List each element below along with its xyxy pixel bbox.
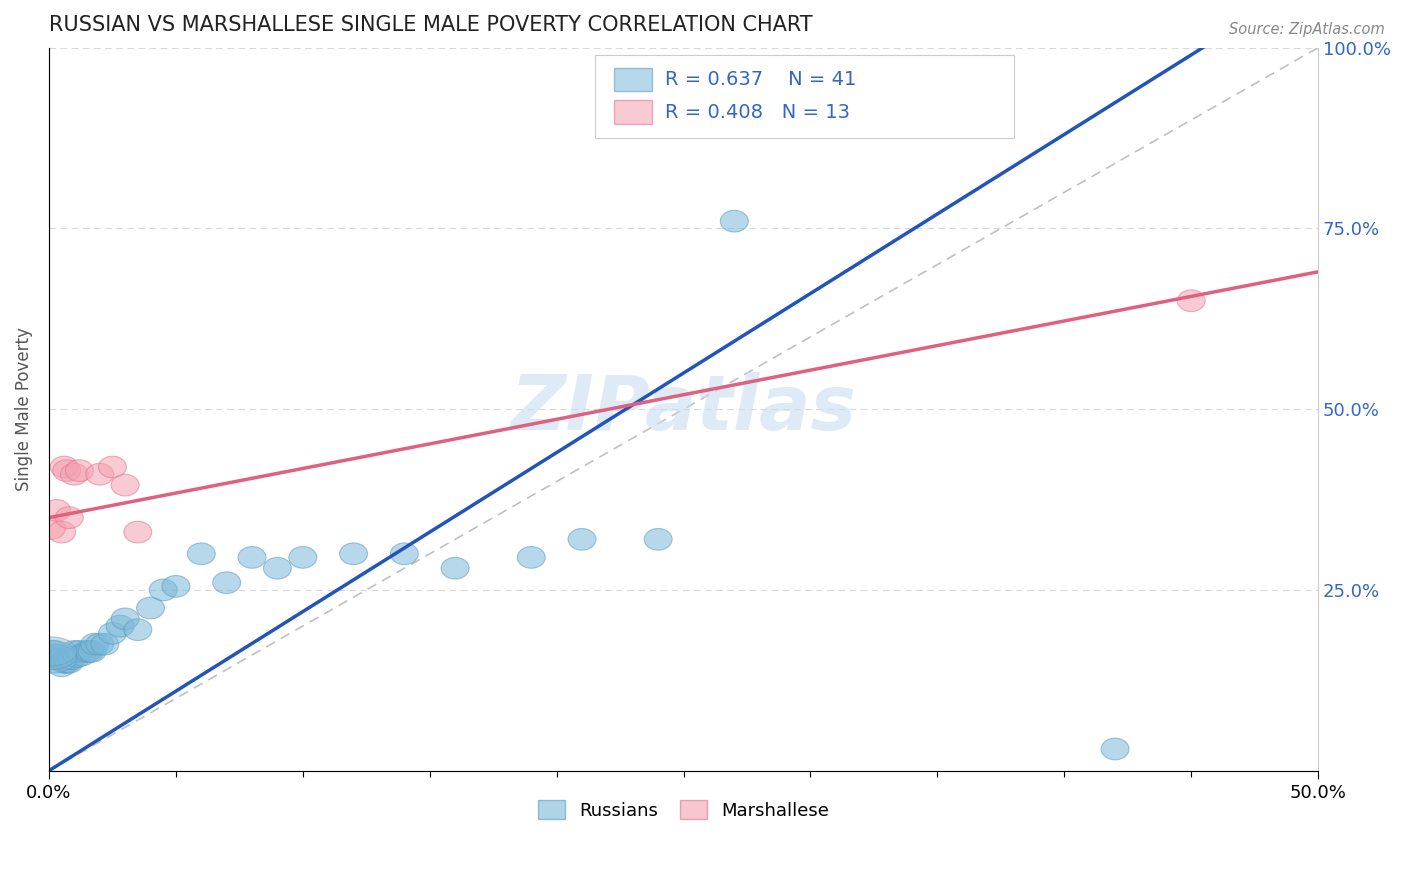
Ellipse shape xyxy=(60,640,89,662)
Ellipse shape xyxy=(53,648,80,670)
Ellipse shape xyxy=(41,640,67,662)
Ellipse shape xyxy=(263,558,291,579)
Ellipse shape xyxy=(53,459,80,482)
Legend: Russians, Marshallese: Russians, Marshallese xyxy=(530,793,837,827)
Ellipse shape xyxy=(38,517,66,540)
Ellipse shape xyxy=(1177,290,1205,311)
Ellipse shape xyxy=(42,644,70,665)
Ellipse shape xyxy=(27,637,77,665)
Ellipse shape xyxy=(86,464,114,485)
Ellipse shape xyxy=(111,475,139,496)
FancyBboxPatch shape xyxy=(614,68,652,91)
Text: Source: ZipAtlas.com: Source: ZipAtlas.com xyxy=(1229,22,1385,37)
Ellipse shape xyxy=(111,608,139,630)
Ellipse shape xyxy=(27,644,77,673)
Ellipse shape xyxy=(187,543,215,565)
Ellipse shape xyxy=(91,633,118,655)
Ellipse shape xyxy=(391,543,419,565)
Ellipse shape xyxy=(48,521,76,543)
Ellipse shape xyxy=(1101,739,1129,760)
Ellipse shape xyxy=(86,633,114,655)
Ellipse shape xyxy=(45,648,73,670)
Ellipse shape xyxy=(53,651,80,673)
Text: RUSSIAN VS MARSHALLESE SINGLE MALE POVERTY CORRELATION CHART: RUSSIAN VS MARSHALLESE SINGLE MALE POVER… xyxy=(49,15,813,35)
Ellipse shape xyxy=(162,575,190,597)
Ellipse shape xyxy=(441,558,470,579)
Ellipse shape xyxy=(60,464,89,485)
Ellipse shape xyxy=(720,211,748,232)
Ellipse shape xyxy=(340,543,367,565)
Ellipse shape xyxy=(136,597,165,619)
Ellipse shape xyxy=(66,459,93,482)
Text: R = 0.637    N = 41: R = 0.637 N = 41 xyxy=(665,70,856,89)
Ellipse shape xyxy=(568,528,596,550)
Text: R = 0.408   N = 13: R = 0.408 N = 13 xyxy=(665,103,849,121)
FancyBboxPatch shape xyxy=(614,101,652,124)
Ellipse shape xyxy=(76,640,104,662)
Ellipse shape xyxy=(67,644,96,665)
Ellipse shape xyxy=(42,500,70,521)
Ellipse shape xyxy=(48,648,76,670)
Ellipse shape xyxy=(124,521,152,543)
Ellipse shape xyxy=(73,640,101,662)
Ellipse shape xyxy=(66,640,93,662)
Ellipse shape xyxy=(124,619,152,640)
Ellipse shape xyxy=(288,547,316,568)
Text: ZIPatlas: ZIPatlas xyxy=(510,372,856,446)
Ellipse shape xyxy=(644,528,672,550)
Ellipse shape xyxy=(105,615,134,637)
Ellipse shape xyxy=(98,623,127,644)
Ellipse shape xyxy=(98,456,127,478)
Ellipse shape xyxy=(38,648,66,670)
Ellipse shape xyxy=(55,651,83,673)
Ellipse shape xyxy=(63,646,91,667)
Ellipse shape xyxy=(27,640,77,670)
Ellipse shape xyxy=(51,651,79,673)
Ellipse shape xyxy=(51,456,79,478)
Ellipse shape xyxy=(79,640,105,662)
Ellipse shape xyxy=(517,547,546,568)
Y-axis label: Single Male Poverty: Single Male Poverty xyxy=(15,327,32,491)
Ellipse shape xyxy=(149,579,177,601)
Ellipse shape xyxy=(212,572,240,593)
Ellipse shape xyxy=(238,547,266,568)
Ellipse shape xyxy=(48,655,76,677)
FancyBboxPatch shape xyxy=(595,55,1014,138)
Ellipse shape xyxy=(58,648,86,670)
Ellipse shape xyxy=(55,507,83,528)
Ellipse shape xyxy=(80,633,108,655)
